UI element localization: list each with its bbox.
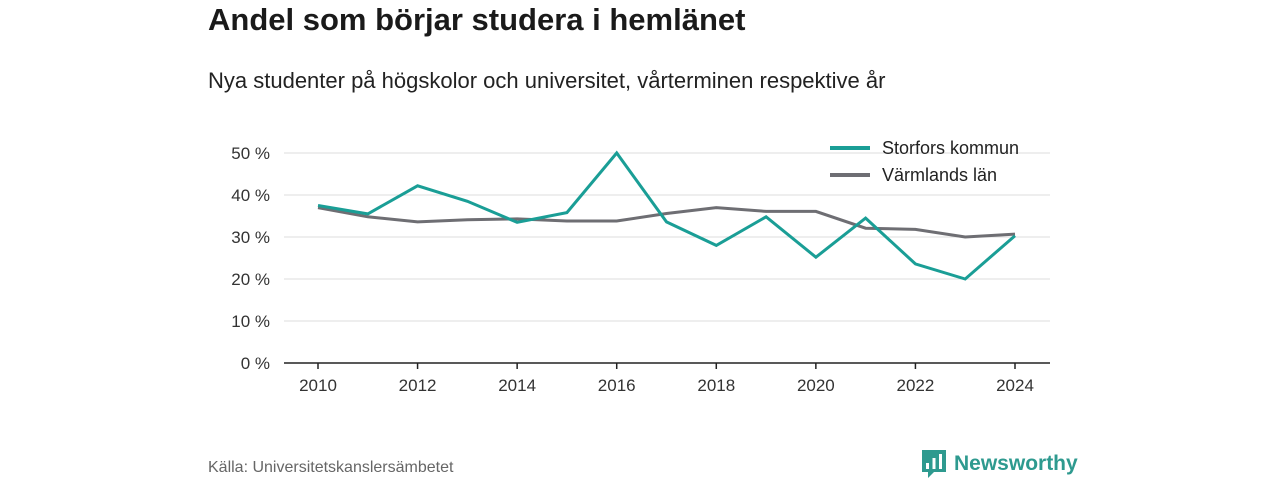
source-note: Källa: Universitetskanslersämbetet xyxy=(208,459,454,476)
y-tick-label: 40 % xyxy=(231,186,270,205)
brand-name: Newsworthy xyxy=(954,452,1078,475)
legend-background xyxy=(818,174,1050,178)
legend-label: Storfors kommun xyxy=(882,138,1019,158)
legend: Storfors kommun Värmlands län xyxy=(818,138,1050,185)
y-tick-label: 0 % xyxy=(241,354,270,373)
line-chart: 0 % 10 % 20 % 30 % 40 % 50 % 2010 2012 2014 2016 2… xyxy=(231,138,1050,395)
y-tick-label: 30 % xyxy=(231,228,270,247)
x-tick-label: 2012 xyxy=(399,376,437,395)
x-tick-label: 2016 xyxy=(598,376,636,395)
chart-subtitle: Nya studenter på högskolor och universit… xyxy=(208,68,886,93)
x-tick-label: 2020 xyxy=(797,376,835,395)
x-tick-label: 2024 xyxy=(996,376,1034,395)
brand-logo: Newsworthy xyxy=(922,450,1078,478)
gridlines xyxy=(284,152,1050,322)
y-tick-label: 10 % xyxy=(231,312,270,331)
y-tick-label: 20 % xyxy=(231,270,270,289)
x-tick-label: 2014 xyxy=(498,376,536,395)
legend-background xyxy=(818,147,1050,151)
x-tick-label: 2018 xyxy=(697,376,735,395)
bar-chart-icon xyxy=(922,450,946,478)
legend-label: Värmlands län xyxy=(882,165,997,185)
axes: 0 % 10 % 20 % 30 % 40 % 50 % 2010 2012 2014 2016 2… xyxy=(231,144,1050,395)
x-tick-label: 2022 xyxy=(897,376,935,395)
series-lines xyxy=(317,150,1016,281)
x-tick-label: 2010 xyxy=(299,376,337,395)
series-line-storfors-kommun xyxy=(317,150,1016,281)
series-line-v-rmlands-l-n xyxy=(317,206,1016,239)
chart-title: Andel som börjar studera i hemlänet xyxy=(208,2,746,37)
y-tick-label: 50 % xyxy=(231,144,270,163)
